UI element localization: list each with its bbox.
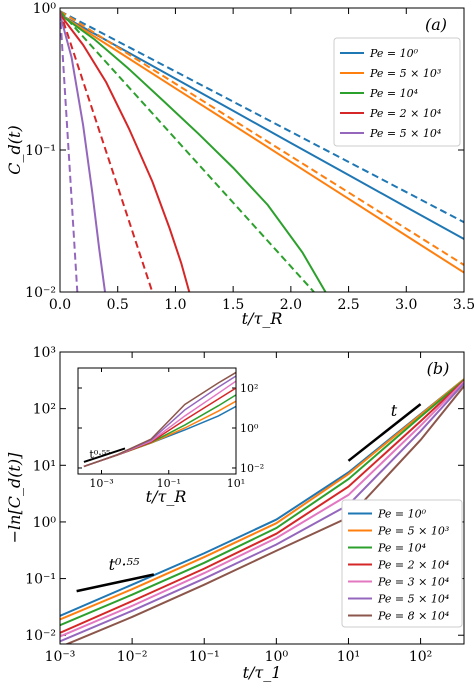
- legend-box: [333, 37, 461, 147]
- x-tick-label: 3.5: [453, 297, 474, 313]
- x-axis-label: t/τ_R: [242, 309, 283, 328]
- series-line-0: [60, 13, 464, 240]
- y-axis-label: C_d(t): [5, 125, 24, 174]
- legend-label: Pe = 10⁰: [369, 47, 419, 60]
- y-tick-label: 10²: [33, 402, 56, 418]
- inset-guide-line: [83, 447, 126, 463]
- series-group: [83, 371, 236, 468]
- series-line-7: [60, 10, 315, 292]
- y-tick-label: 10⁻¹: [25, 143, 56, 159]
- x-tick-label: 3.0: [395, 297, 417, 313]
- series-group: [60, 10, 464, 292]
- guide-label-linear: t: [391, 401, 398, 420]
- panel-0: 0.0 0.5 1.0 1.5 2.0 2.5 3.0 3.5 10⁻² 10⁻¹ 10⁰ (a) t/…: [5, 1, 474, 328]
- legend-label: Pe = 5 × 10³: [369, 67, 441, 80]
- y-tick-label: 10⁻¹: [25, 572, 56, 588]
- legend-label: Pe = 2 × 10⁴: [369, 107, 441, 120]
- series-line-6: [60, 10, 464, 266]
- inset-background: [78, 368, 236, 474]
- y-tick-label: 10⁻²: [240, 462, 264, 475]
- y-tick-label: 10⁰: [33, 1, 57, 17]
- x-tick-label: 1.0: [164, 297, 186, 313]
- legend-label: Pe = 10⁴: [377, 542, 426, 555]
- x-tick-label: 2.0: [280, 297, 302, 313]
- y-tick-label: 10¹: [33, 458, 56, 474]
- x-tick-label: 10⁻³: [45, 649, 76, 665]
- series-line-6: [64, 385, 464, 644]
- x-axis-label: t/τ_1: [243, 663, 282, 682]
- legend-label: Pe = 8 × 10⁴: [377, 610, 449, 623]
- series-line-8: [60, 10, 154, 292]
- series-line-1: [60, 378, 464, 621]
- panel-label: (a): [425, 15, 447, 34]
- series-line-3: [60, 380, 464, 634]
- panel-label: (b): [427, 359, 450, 378]
- series-line-5: [60, 382, 464, 643]
- inset-x-axis-label: t/τ_R: [146, 487, 187, 506]
- y-tick-label: 10⁰: [240, 422, 259, 435]
- series-line-6: [83, 371, 236, 468]
- legend-label: Pe = 10⁰: [377, 508, 427, 521]
- x-tick-label: 0.5: [107, 297, 129, 313]
- legend: Pe = 10⁰ Pe = 5 × 10³ Pe = 10⁴ Pe = 2 × 10⁴…: [333, 37, 461, 147]
- guide-line: [76, 573, 155, 593]
- y-tick-label: 10³: [33, 345, 56, 361]
- legend-label: Pe = 5 × 10⁴: [369, 127, 441, 140]
- x-tick-label: 2.5: [337, 297, 359, 313]
- legend-label: Pe = 3 × 10⁴: [377, 576, 449, 589]
- series-line-9: [60, 11, 79, 292]
- series-line-5: [60, 10, 464, 224]
- plot-frame: [59, 7, 465, 293]
- x-tick-label: 10⁻²: [117, 649, 148, 665]
- series-line-1: [60, 13, 464, 274]
- inset-guide-label: t⁰·⁵⁵: [89, 448, 110, 461]
- x-tick-label: 1.5: [222, 297, 244, 313]
- series-group: [60, 378, 464, 644]
- y-tick-label: 10⁰: [33, 515, 57, 531]
- legend-label: Pe = 5 × 10⁴: [377, 593, 449, 606]
- panel-1: 10⁻³ 10⁻² 10⁻¹ 10⁰ 10¹ 10²10⁻²10⁻¹10⁰10¹10²10…: [5, 345, 465, 682]
- series-line-4: [60, 380, 464, 638]
- legend-label: Pe = 2 × 10⁴: [377, 559, 449, 572]
- guide-label-slope: t⁰·⁵⁵: [109, 555, 140, 574]
- x-tick-label: 10²: [409, 649, 432, 665]
- series-line-3: [60, 13, 191, 292]
- y-tick-label: 10²: [240, 382, 258, 395]
- plot-frame: [77, 367, 237, 475]
- x-tick-label: 10⁻¹: [157, 477, 181, 490]
- legend-label: Pe = 5 × 10³: [377, 525, 449, 538]
- series-line-4: [60, 14, 107, 292]
- y-tick-label: 10⁻²: [25, 628, 56, 644]
- x-tick-label: 10⁰: [265, 649, 289, 665]
- y-tick-label: 10⁻²: [25, 285, 56, 301]
- x-tick-label: 10⁻¹: [189, 649, 220, 665]
- x-tick-label: 10¹: [337, 649, 360, 665]
- x-tick-label: 10⁻³: [89, 477, 113, 490]
- series-line-2: [60, 379, 464, 627]
- panel-2: 10⁻³ 10⁻¹ 10¹ 10⁻² 10⁰ 10² t/τ_R t⁰·⁵⁵: [77, 367, 264, 506]
- x-tick-label: 10¹: [227, 477, 245, 490]
- plot-frame: [59, 351, 465, 645]
- series-line-2: [60, 13, 327, 292]
- legend-box: [341, 499, 463, 628]
- x-tick-label: 0.0: [49, 297, 71, 313]
- y-axis-label: −ln[C_d(t)]: [5, 452, 24, 543]
- guide-line: [347, 403, 422, 462]
- legend-label: Pe = 10⁴: [369, 87, 418, 100]
- legend: Pe = 10⁰ Pe = 5 × 10³ Pe = 10⁴ Pe = 2 × 10⁴…: [341, 499, 463, 628]
